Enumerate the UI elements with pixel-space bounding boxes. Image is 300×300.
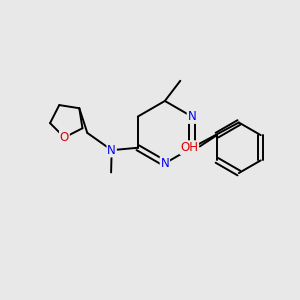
- Text: N: N: [160, 157, 169, 170]
- Text: OH: OH: [180, 141, 198, 154]
- Text: O: O: [60, 131, 69, 144]
- Text: N: N: [188, 110, 196, 123]
- Text: N: N: [107, 144, 116, 157]
